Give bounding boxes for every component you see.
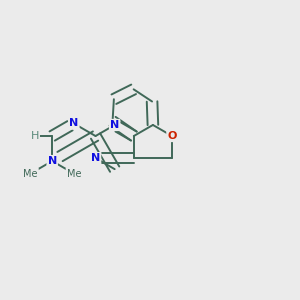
Text: N: N (48, 156, 57, 166)
Text: Me: Me (67, 169, 81, 178)
Text: N: N (110, 120, 119, 130)
Text: O: O (167, 131, 177, 141)
Text: H: H (31, 131, 39, 141)
Text: Me: Me (23, 169, 38, 178)
Text: N: N (69, 118, 79, 128)
Text: N: N (91, 153, 100, 163)
